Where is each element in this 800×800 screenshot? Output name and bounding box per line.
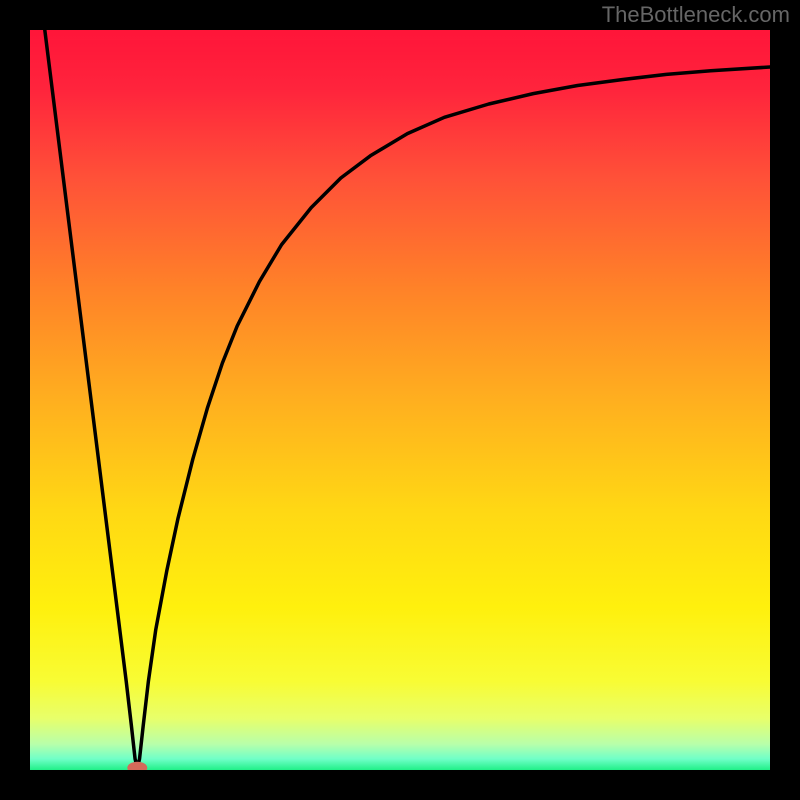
watermark-text: TheBottleneck.com <box>602 2 790 28</box>
chart-background <box>30 30 770 770</box>
bottleneck-chart <box>0 0 800 800</box>
chart-container: TheBottleneck.com <box>0 0 800 800</box>
